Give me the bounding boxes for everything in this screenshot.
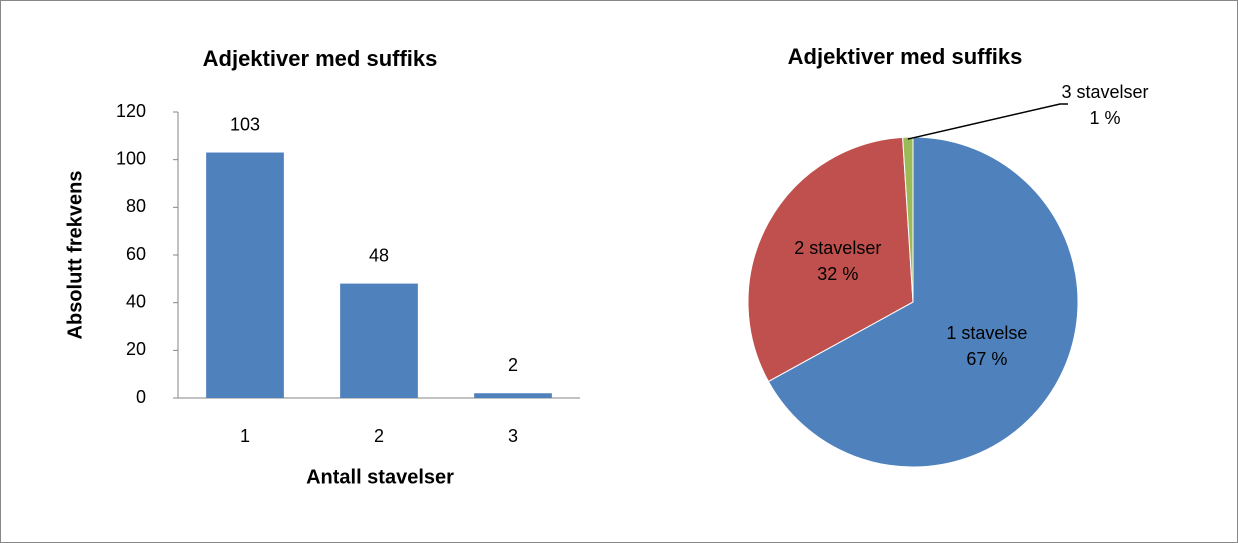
pie-slice: [747, 136, 914, 383]
x-axis-title: Antall stavelser: [306, 466, 454, 488]
pie-title: Adjektiver med suffiks: [788, 44, 1023, 69]
y-axis-title: Absolutt frekvens: [64, 171, 86, 340]
data-label: 103: [230, 114, 260, 134]
y-tick-label: 40: [126, 291, 146, 311]
pie-slice: [902, 136, 914, 303]
pie-label: 2 stavelser 32 %: [788, 235, 888, 287]
y-tick-label: 80: [126, 196, 146, 216]
data-label: 48: [369, 245, 389, 265]
pie-label: 1 stavelse 67 %: [937, 320, 1037, 372]
x-tick-label: 2: [374, 426, 384, 446]
y-tick-label: 100: [116, 148, 146, 168]
x-tick-label: 1: [240, 426, 250, 446]
pie-slice: [767, 136, 1079, 468]
bar: [474, 393, 552, 398]
y-tick-label: 120: [116, 101, 146, 121]
leader-line: [907, 103, 1068, 140]
pie-value-label: 67 %: [966, 348, 1008, 369]
y-tick-label: 60: [126, 244, 146, 264]
pie-label: 3 stavelser 1 %: [1055, 79, 1155, 131]
bar-title: Adjektiver med suffiks: [203, 46, 438, 71]
x-tick-label: 3: [508, 426, 518, 446]
pie-category: 3 stavelser: [1061, 82, 1149, 102]
bar: [340, 283, 418, 398]
pie-value-label: 32 %: [817, 263, 859, 284]
pie-value-label: 1 %: [1089, 108, 1121, 128]
bar: [206, 152, 284, 398]
pie-category: 2 stavelser: [794, 237, 882, 258]
y-tick-label: 0: [136, 387, 146, 407]
pie-category: 1 stavelse: [946, 322, 1028, 343]
y-tick-label: 20: [126, 339, 146, 359]
data-label: 2: [508, 355, 518, 375]
